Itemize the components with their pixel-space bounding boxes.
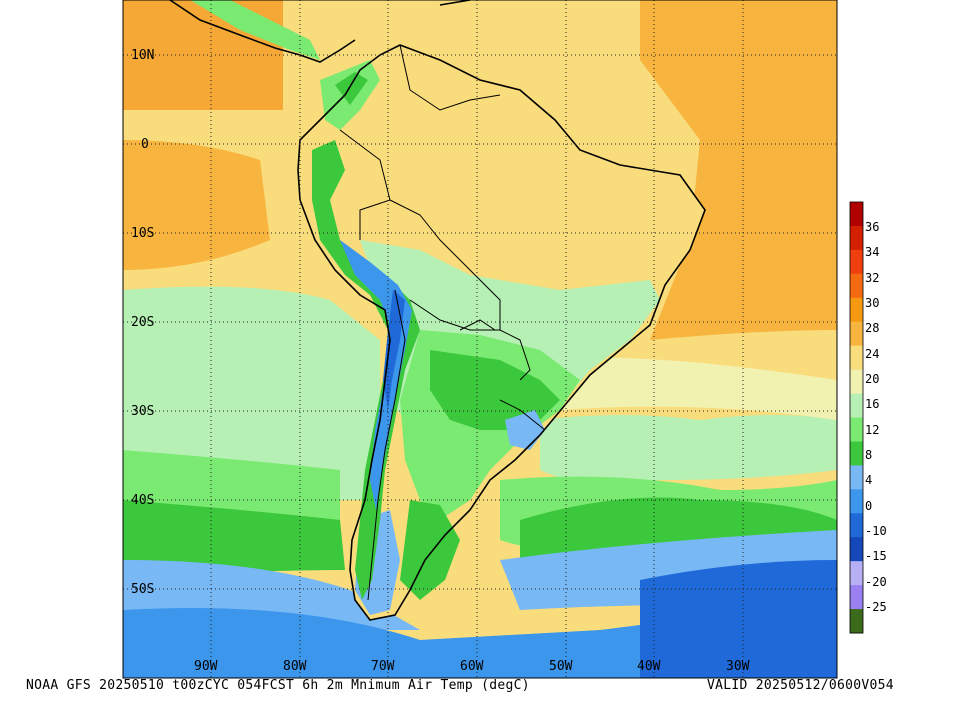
colorbar-label: 36 xyxy=(865,220,879,234)
lat-label: 20S xyxy=(131,315,154,330)
colorbar-label: 12 xyxy=(865,423,879,437)
colorbar-label: 30 xyxy=(865,296,879,310)
colorbar-swatch xyxy=(850,225,863,251)
colorbar-swatch xyxy=(850,321,863,347)
colorbar-border xyxy=(849,201,864,634)
colorbar-swatch xyxy=(850,369,863,395)
lat-label: 0 xyxy=(141,137,149,152)
colorbar-swatch xyxy=(850,345,863,371)
colorbar-swatch xyxy=(850,273,863,299)
lat-label: 50S xyxy=(131,582,154,597)
colorbar-label: -20 xyxy=(865,575,887,589)
colorbar-swatch xyxy=(850,513,863,538)
lon-label: 30W xyxy=(726,659,750,674)
borders xyxy=(339,44,546,601)
lon-label: 40W xyxy=(637,659,661,674)
graticule xyxy=(123,0,837,678)
colorbar-label: -25 xyxy=(865,600,887,614)
colorbar-label: 34 xyxy=(865,245,879,259)
lon-label: 80W xyxy=(283,659,307,674)
colorbar-swatch xyxy=(850,585,863,610)
lon-label: 50W xyxy=(549,659,573,674)
colorbar-swatch xyxy=(850,393,863,418)
colorbar-label: 8 xyxy=(865,448,872,462)
colorbar-label: -10 xyxy=(865,524,887,538)
lat-label: 30S xyxy=(131,404,154,419)
colorbar-swatch xyxy=(850,609,863,634)
colorbar-swatch xyxy=(850,489,863,514)
colorbar-swatch xyxy=(850,297,863,323)
lon-label: 60W xyxy=(460,659,484,674)
colorbar-label: 16 xyxy=(865,397,879,411)
colorbar-label: 32 xyxy=(865,271,879,285)
colorbar-swatch xyxy=(850,561,863,586)
colorbar-swatch xyxy=(850,202,863,227)
colorbar-labels: 36 34 32 30 28 24 20 16 12 8 4 0 -10 -15… xyxy=(865,220,887,614)
colorbar xyxy=(849,201,864,634)
colorbar-swatch xyxy=(850,441,863,466)
coastlines xyxy=(169,0,706,621)
colorbar-label: 4 xyxy=(865,473,872,487)
product-description: NOAA GFS 20250510 t00zCYC 054FCST 6h 2m … xyxy=(26,678,530,693)
colorbar-swatch xyxy=(850,417,863,442)
temperature-field xyxy=(123,0,837,678)
colorbar-swatch xyxy=(850,465,863,490)
map-frame xyxy=(122,0,838,679)
colorbar-label: -15 xyxy=(865,549,887,563)
colorbar-swatch xyxy=(850,249,863,275)
colorbar-label: 28 xyxy=(865,321,879,335)
valid-time: VALID 20250512/0600V054 xyxy=(707,678,894,693)
colorbar-label: 0 xyxy=(865,499,872,513)
colorbar-swatch xyxy=(850,537,863,562)
colorbar-label: 20 xyxy=(865,372,879,386)
lon-label: 70W xyxy=(371,659,395,674)
lat-label: 40S xyxy=(131,493,154,508)
lat-label: 10S xyxy=(131,226,154,241)
colorbar-label: 24 xyxy=(865,347,879,361)
lon-label: 90W xyxy=(194,659,218,674)
lat-label: 10N xyxy=(131,48,154,63)
